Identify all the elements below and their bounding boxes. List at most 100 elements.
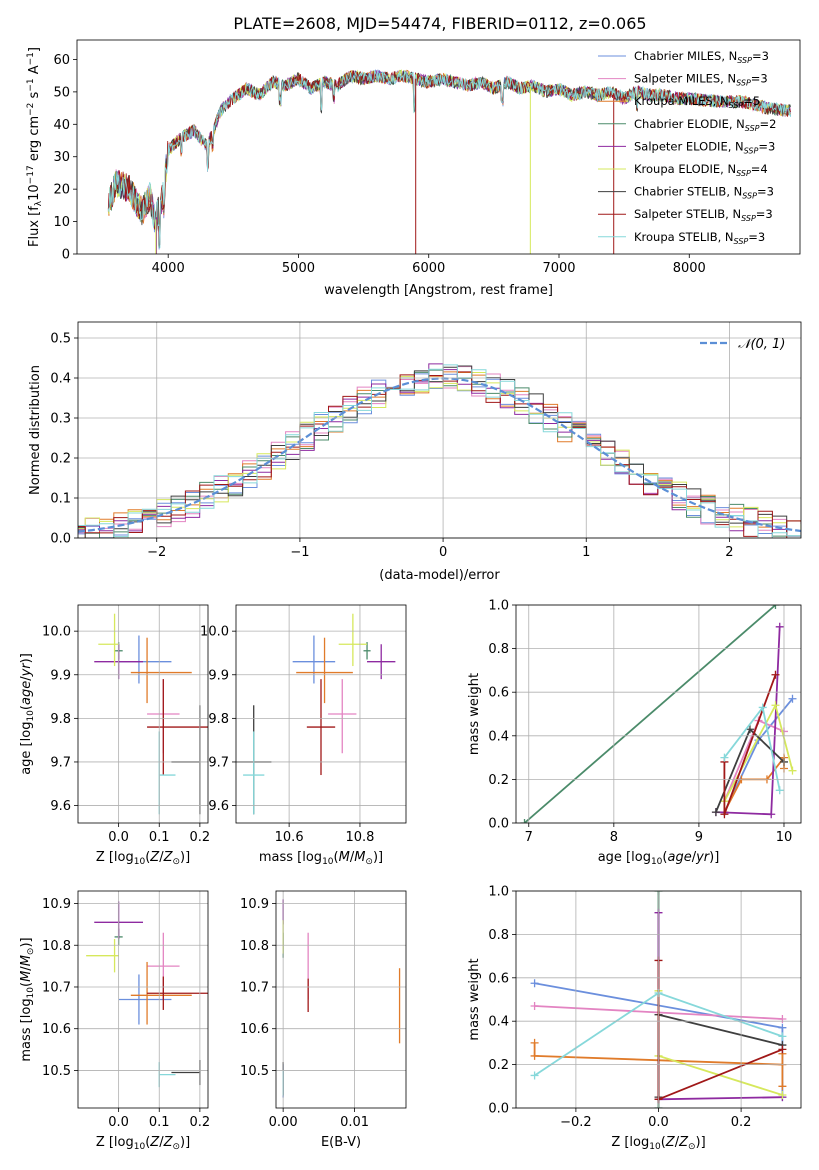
age_vs_mass-xlabel: mass [log10(M/M⊙)] (259, 850, 383, 867)
age-vs-metallicity-panel: 0.0 0.1 0.2 9.6 9.7 9.8 9.9 10.0 Z [log10(Z/Z⊙)]… (19, 604, 211, 867)
age_vs_mass-frame (235, 604, 407, 824)
mass_vs_EBV-frame (275, 890, 407, 1109)
weight-marker-kroupa-stelib (775, 786, 784, 795)
weight_vs_age-xlabel: age [log10(age/yr)] (598, 850, 720, 867)
weight_vs_Z-xtick-label: 0.0 (648, 1115, 669, 1130)
spectrum-plot-area (107, 69, 791, 254)
mass_vs_EBV-xtick-label: 0.01 (340, 1115, 369, 1130)
spectrum-panel: 4000 5000 6000 7000 8000 0 10 20 30 40 50 60 wavelen… (26, 39, 801, 298)
weight_vs_age-frame (515, 604, 802, 824)
spectrum-xlabel: wavelength [Angstrom, rest frame] (324, 283, 553, 298)
age-vs-mass-panel: 10.6 10.8 9.6 9.7 9.8 9.9 10.0 mass [log10(M/M⊙… (200, 604, 407, 867)
residual-histogram-panel: −2 −1 0 1 2 0.0 0.1 0.2 0.3 0.4 0.5 (data-model)/er… (28, 321, 802, 583)
weight_vs_Z-xlabel: Z [log10(Z/Z⊙)] (611, 1135, 705, 1152)
weight-marker-salpeter-stelib (771, 670, 780, 679)
weight-vs-metallicity-panel: −0.2 0.0 0.2 0.0 0.2 0.4 0.6 0.8 1.0 Z [log10(Z/Z… (467, 885, 802, 1152)
weight-marker-chabrier-miles (788, 694, 797, 703)
weight-marker-salpeter-elodie (775, 622, 784, 631)
weight-marker-chabrier-elodie (520, 819, 529, 823)
weight_vs_age-ytick-label: 0.8 (488, 642, 509, 657)
legend-label-kroupa-miles: Kroupa MILES, NSSP=5 (634, 94, 760, 110)
mass-vs-extinction-panel: 0.00 0.01 10.5 10.6 10.7 10.8 10.9 E(B-V) (240, 890, 407, 1150)
weight-marker-chabrier-miles (530, 979, 539, 988)
spectrum-ytick-label: 40 (53, 118, 70, 133)
legend-label-kroupa-stelib: Kroupa STELIB, NSSP=3 (634, 230, 765, 246)
age_vs_Z-xtick-label: 0.2 (190, 830, 211, 845)
mass-vs-metallicity-panel: 0.0 0.1 0.2 10.5 10.6 10.7 10.8 10.9 Z [log10(Z/… (19, 890, 211, 1152)
weight_vs_Z-ytick-label: 0.6 (488, 971, 509, 986)
spectrum-xtick-label: 6000 (412, 261, 445, 276)
mass_vs_EBV-xtick-label: 0.00 (269, 1115, 298, 1130)
age_vs_Z-ytick-label: 9.6 (50, 799, 71, 814)
mass_vs_EBV-ytick-label: 10.8 (240, 939, 269, 954)
weight_vs_Z-ytick-label: 1.0 (488, 885, 509, 900)
weight_vs_age-xtick-label: 8 (610, 830, 618, 845)
age_vs_Z-xlabel: Z [log10(Z/Z⊙)] (96, 850, 190, 867)
residuals-xtick-label: −1 (290, 545, 309, 560)
residuals-frame (77, 321, 802, 539)
weight-marker-chabrier-stelib (745, 725, 754, 734)
spectrum-xtick-label: 5000 (282, 261, 315, 276)
mass_vs_Z-frame (77, 890, 209, 1109)
spectrum-title: PLATE=2608, MJD=54474, FIBERID=0112, z=0… (233, 14, 646, 33)
residuals-xtick-label: 2 (725, 545, 733, 560)
age_vs_mass-plot-area (236, 613, 396, 815)
weight-vs-age-panel: 7 8 9 10 0.0 0.2 0.4 0.6 0.8 1.0 age [log10(age/yr… (467, 599, 802, 867)
age_vs_mass-ytick-label: 9.7 (208, 755, 229, 770)
weight-marker-chabrier-miles (778, 1023, 787, 1032)
legend-label-chabrier-elodie: Chabrier ELODIE, NSSP=2 (634, 117, 776, 133)
mass_vs_EBV-ytick-label: 10.9 (240, 897, 269, 912)
age_vs_Z-frame (77, 604, 209, 824)
weight_vs_Z-ytick-label: 0.2 (488, 1058, 509, 1073)
legend-label-salpeter-miles: Salpeter MILES, NSSP=3 (634, 72, 768, 88)
weight_vs_age-xtick-label: 9 (695, 830, 703, 845)
mass_vs_Z-ytick-label: 10.9 (42, 897, 71, 912)
weight_vs_age-ytick-label: 0.0 (488, 817, 509, 832)
age_vs_Z-ytick-label: 9.9 (50, 668, 71, 683)
weight-marker-kroupa-stelib (530, 1071, 539, 1080)
weight-marker-kroupa-miles (530, 1051, 539, 1060)
weight-marker-salpeter-miles (530, 1002, 539, 1011)
weight-marker-salpeter-stelib (778, 1045, 787, 1054)
weight_vs_age-ytick-label: 0.6 (488, 686, 509, 701)
spectrum-xtick-label: 7000 (542, 261, 575, 276)
mass_vs_EBV-ytick-label: 10.7 (240, 980, 269, 995)
mass_vs_Z-xtick-label: 0.2 (190, 1115, 211, 1130)
legend-label-salpeter-stelib: Salpeter STELIB, NSSP=3 (634, 207, 773, 223)
legend-label-salpeter-elodie: Salpeter ELODIE, NSSP=3 (634, 139, 775, 155)
residuals-ylabel: Normed distribution (28, 365, 43, 495)
spectrum-frame (76, 39, 801, 255)
weight-marker-kroupa-elodie (788, 766, 797, 775)
weight_vs_age-plot-area (520, 605, 797, 823)
weight-marker-kroupa-miles (530, 1038, 539, 1047)
residuals-xtick-label: 0 (439, 545, 447, 560)
weight-marker-salpeter-miles (778, 1015, 787, 1024)
residuals-ytick-label: 0.3 (50, 412, 71, 427)
age_vs_Z-ylabel: age [log10(age/yr)] (19, 653, 36, 775)
residuals-xlabel: (data-model)/error (379, 568, 500, 583)
spectrum-xtick-label: 4000 (152, 261, 185, 276)
mass_vs_EBV-xlabel: E(B-V) (321, 1135, 361, 1150)
weight-marker-salpeter-elodie (767, 810, 776, 819)
mass_vs_Z-ylabel: mass [log10(M/M⊙)] (19, 937, 36, 1061)
weight-marker-kroupa-stelib (758, 703, 767, 712)
weight_vs_age-xtick-label: 7 (525, 830, 533, 845)
spectrum-ytick-label: 30 (53, 150, 70, 165)
age_vs_mass-ytick-label: 10.0 (200, 625, 229, 640)
residuals-xtick-label: −2 (147, 545, 166, 560)
weight_vs_Z-xtick-label: −0.2 (560, 1115, 592, 1130)
age_vs_mass-xtick-label: 10.8 (345, 830, 374, 845)
spectrum-ytick-label: 10 (53, 215, 70, 230)
mass_vs_Z-xtick-label: 0.1 (149, 1115, 170, 1130)
legend-label-normal: 𝒩(0, 1) (738, 337, 785, 352)
weight-marker-salpeter-stelib (720, 810, 729, 819)
mass_vs_Z-ytick-label: 10.8 (42, 939, 71, 954)
mass_vs_Z-ytick-label: 10.6 (42, 1022, 71, 1037)
weight-marker-kroupa-elodie (778, 1090, 787, 1099)
age_vs_Z-ytick-label: 9.7 (50, 755, 71, 770)
weight-marker-chabrier-elodie (771, 605, 780, 609)
residuals-ytick-label: 0.4 (50, 372, 71, 387)
mass_vs_Z-ytick-label: 10.7 (42, 980, 71, 995)
weight-line-chabrier-elodie (523, 605, 777, 823)
